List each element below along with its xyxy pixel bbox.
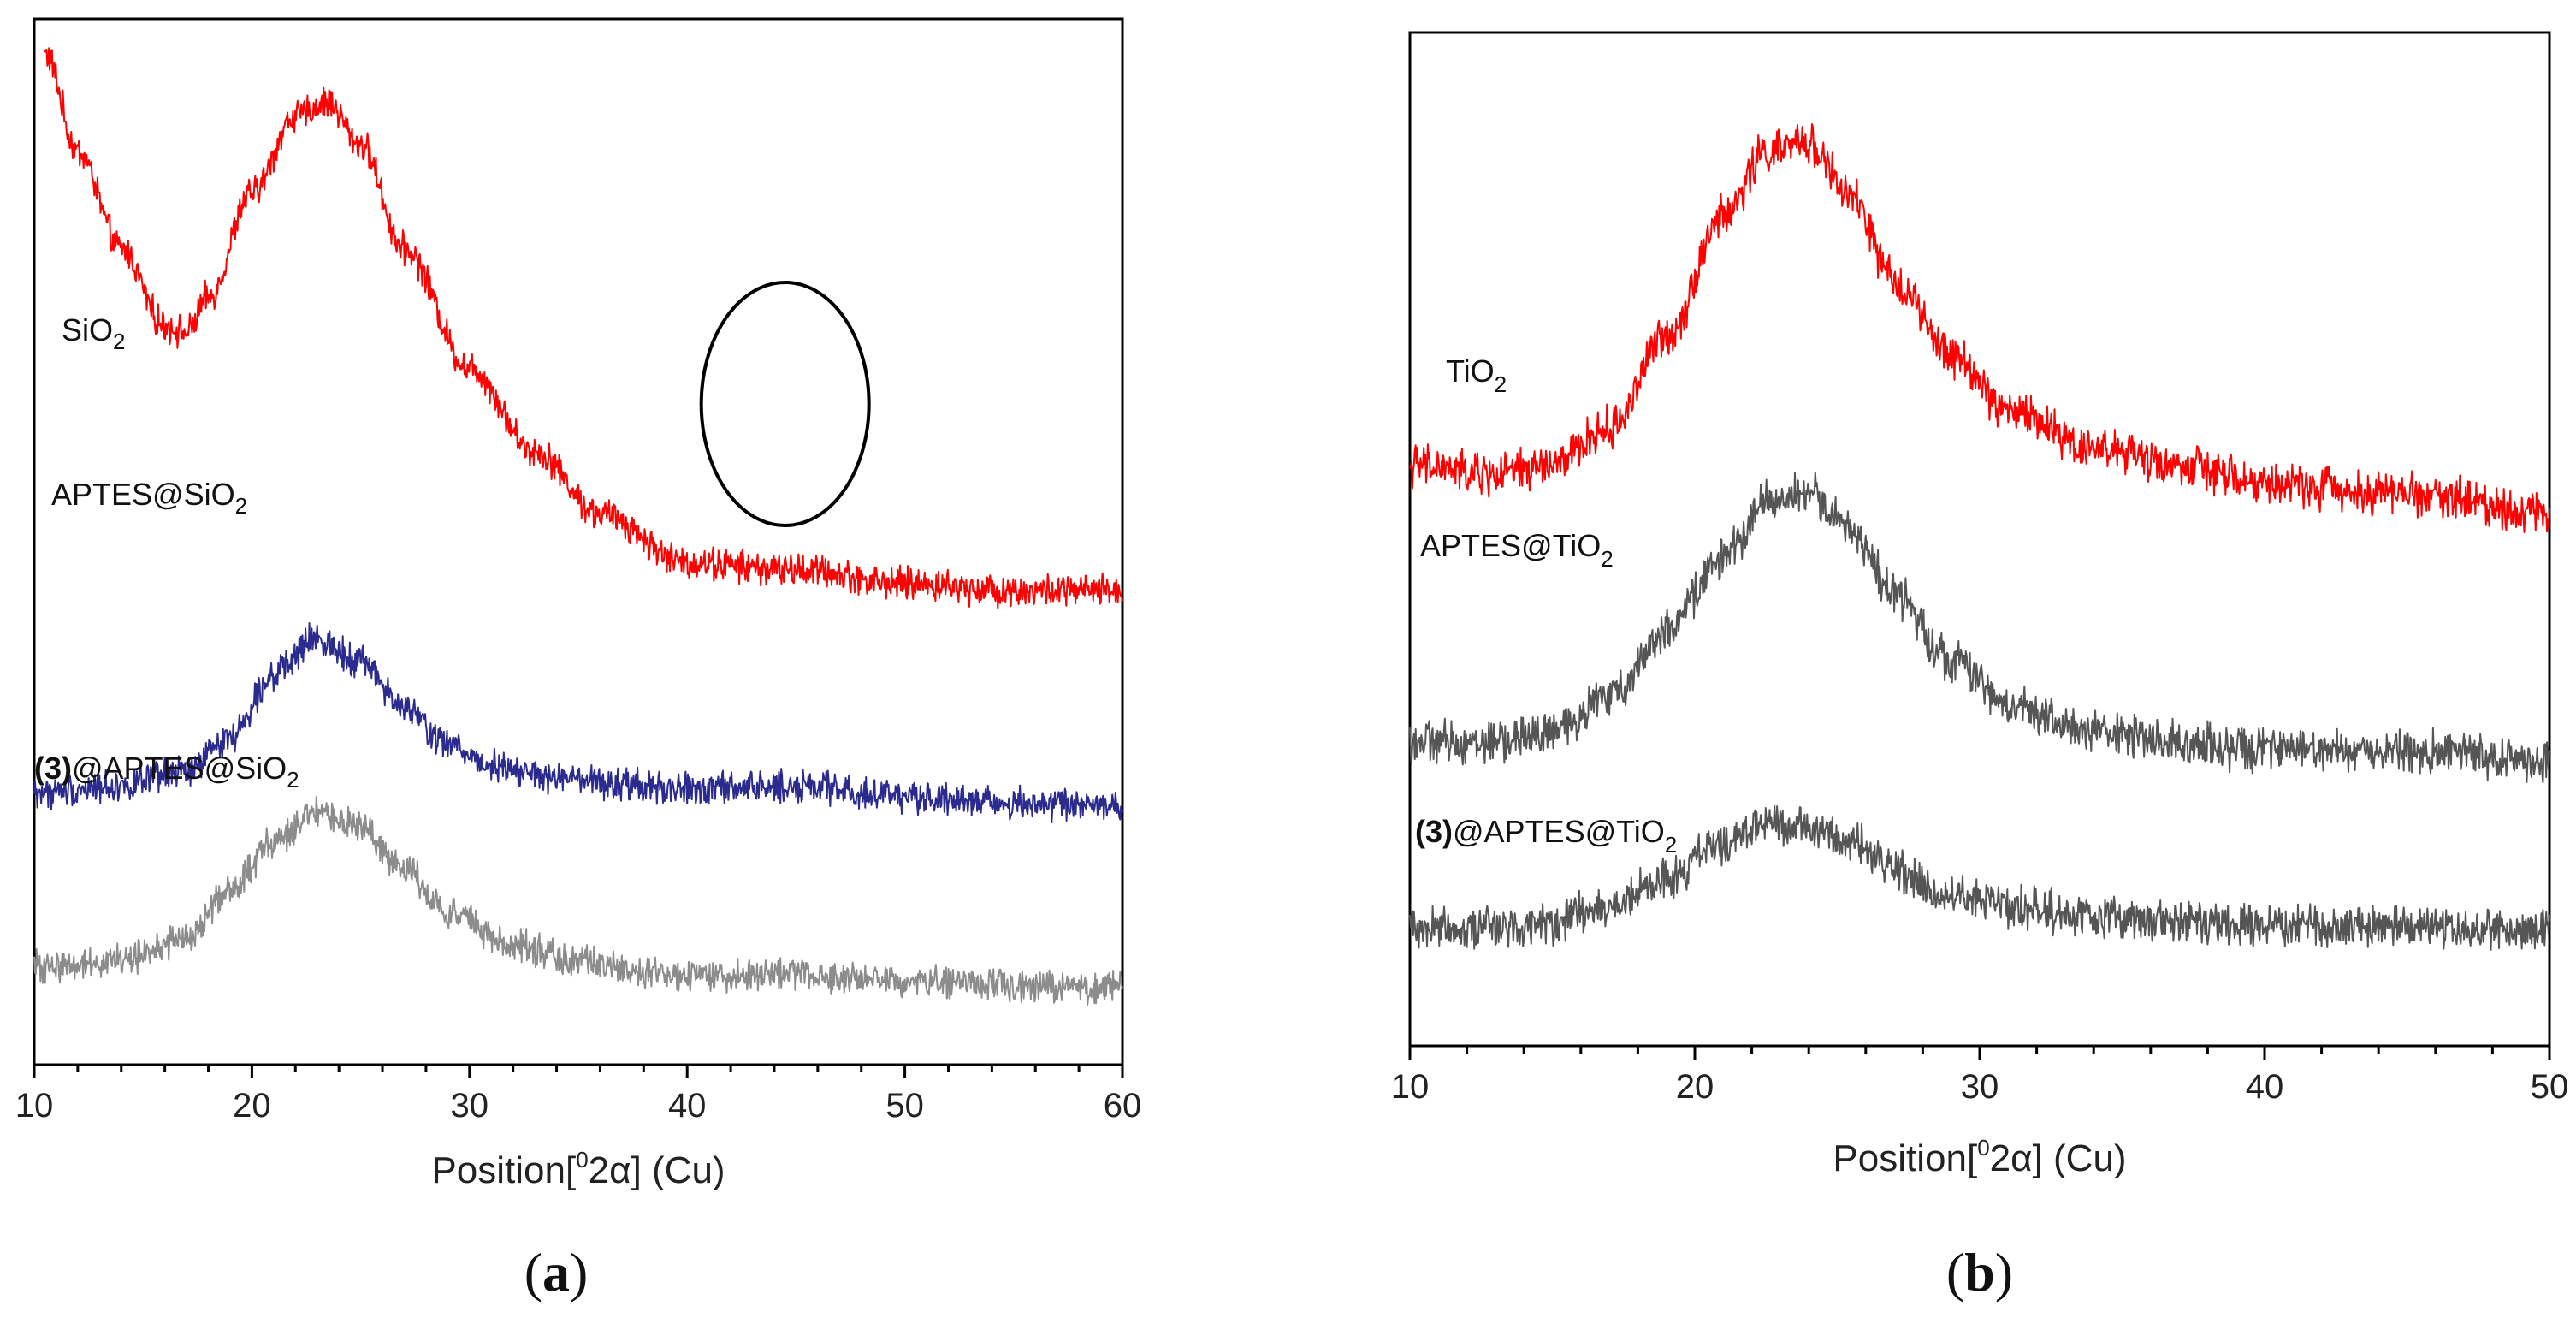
series-tio2-line [1409, 123, 2550, 533]
x-tick-label-30: 30 [451, 1087, 489, 1125]
panel-a-caption: (a) [524, 1242, 589, 1303]
panel-a-label-sio2: SiO2 [62, 312, 125, 354]
series-sio2-line [44, 47, 1123, 609]
panel-a: 10 20 30 40 50 60 SiO2 APTES@SiO2 (3)@APTES@S… [15, 17, 1142, 1303]
x-tick-label-40: 40 [2246, 1068, 2284, 1106]
x-tick-label-20: 20 [233, 1087, 271, 1125]
panel-a-series-group [33, 47, 1123, 1006]
panel-b: 10 20 30 40 50 TiO2 APTES@TiO2 (3)@APTES@TiO… [1391, 31, 2569, 1303]
panel-b-label-3-aptes-tio2: (3)@APTES@TiO2 [1415, 814, 1677, 858]
panel-a-x-ticks: 10 20 30 40 50 60 [15, 1065, 1142, 1125]
x-tick-label-50: 50 [2531, 1068, 2569, 1106]
panel-b-series-group [1409, 123, 2550, 951]
series-3-aptes-tio2-line [1409, 804, 2550, 951]
x-tick-label-10: 10 [1391, 1068, 1430, 1106]
panel-b-label-tio2: TiO2 [1446, 353, 1507, 397]
panel-b-label-aptes-tio2: APTES@TiO2 [1420, 528, 1614, 572]
x-tick-label-40: 40 [668, 1087, 707, 1125]
panel-a-frame [33, 17, 1124, 1066]
panel-b-caption: (b) [1946, 1242, 2013, 1303]
panel-a-label-3-aptes-sio2: (3)@APTES@SiO2 [34, 751, 299, 793]
x-tick-label-10: 10 [15, 1087, 54, 1125]
x-tick-label-50: 50 [885, 1087, 924, 1125]
series-aptes-sio2-line [33, 622, 1123, 824]
x-tick-label-30: 30 [1961, 1068, 1999, 1106]
panel-a-highlight-circle [699, 281, 871, 527]
series-aptes-tio2-line [1409, 471, 2550, 784]
series-3-aptes-sio2-line [33, 796, 1123, 1006]
panel-a-label-aptes-sio2: APTES@SiO2 [51, 477, 247, 519]
panel-b-x-ticks: 10 20 30 40 50 [1391, 1046, 2569, 1106]
x-tick-label-60: 60 [1104, 1087, 1142, 1125]
panel-b-x-axis-title: Position[02α] (Cu) [1833, 1135, 2126, 1179]
x-tick-label-20: 20 [1676, 1068, 1714, 1106]
panel-a-x-axis-title: Position[02α] (Cu) [431, 1147, 725, 1191]
